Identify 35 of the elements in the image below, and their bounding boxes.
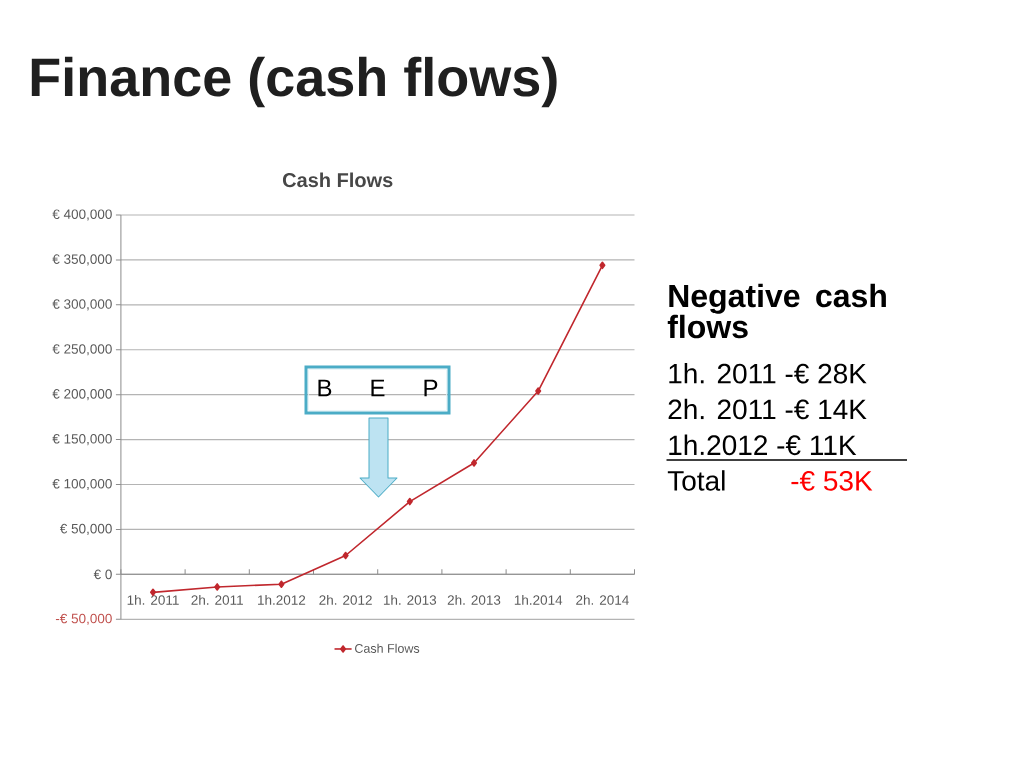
point	[470, 459, 478, 467]
text: Negative cash flows	[667, 283, 886, 339]
chart-title: Finance (cash flows)	[31, 56, 557, 108]
legend-label: Cash Flows	[355, 643, 420, 653]
y-tick-label: € 250,000	[52, 344, 112, 356]
x-tick-label: 2h. 2011	[191, 594, 243, 605]
annotation: B E P	[318, 379, 438, 397]
text: Total	[667, 470, 725, 491]
point	[214, 583, 221, 591]
y-tick-label: € 300,000	[52, 299, 112, 311]
x-tick-label: 1h.2014	[514, 594, 563, 605]
text: 1h. 2011 -€ 28K	[669, 363, 867, 384]
y-tick-label: € 400,000	[52, 209, 112, 221]
y-tick-label: € 350,000	[52, 254, 112, 266]
y-tick-label: € 50,000	[59, 523, 112, 536]
x-tick-label: 2h. 2012	[319, 594, 372, 605]
y-tick-label: € 100,000	[52, 478, 112, 491]
x-tick-label: 1h.2012	[258, 594, 306, 605]
x-tick-label: 2h. 2014	[576, 594, 629, 605]
text: 1h.2012 -€ 11K	[669, 434, 857, 456]
y-tick-label: € 0	[93, 569, 112, 580]
y-tick-label: -€ 50,000	[55, 613, 112, 625]
y-tick-label: € 200,000	[52, 389, 112, 401]
point	[278, 580, 285, 589]
text: 2h. 2011 -€ 14K	[668, 398, 867, 420]
x-tick-label: 2h. 2013	[447, 594, 501, 605]
x-tick-label: 1h. 2013	[383, 594, 437, 605]
point	[535, 387, 542, 395]
point	[406, 497, 413, 506]
point	[599, 261, 606, 270]
text: -€ 53K	[791, 470, 873, 491]
x-tick-label: 1h. 2011	[127, 594, 179, 605]
y-tick-label: € 150,000	[52, 434, 112, 446]
chart-subtitle: Cash Flows	[282, 172, 393, 188]
point	[342, 551, 349, 560]
